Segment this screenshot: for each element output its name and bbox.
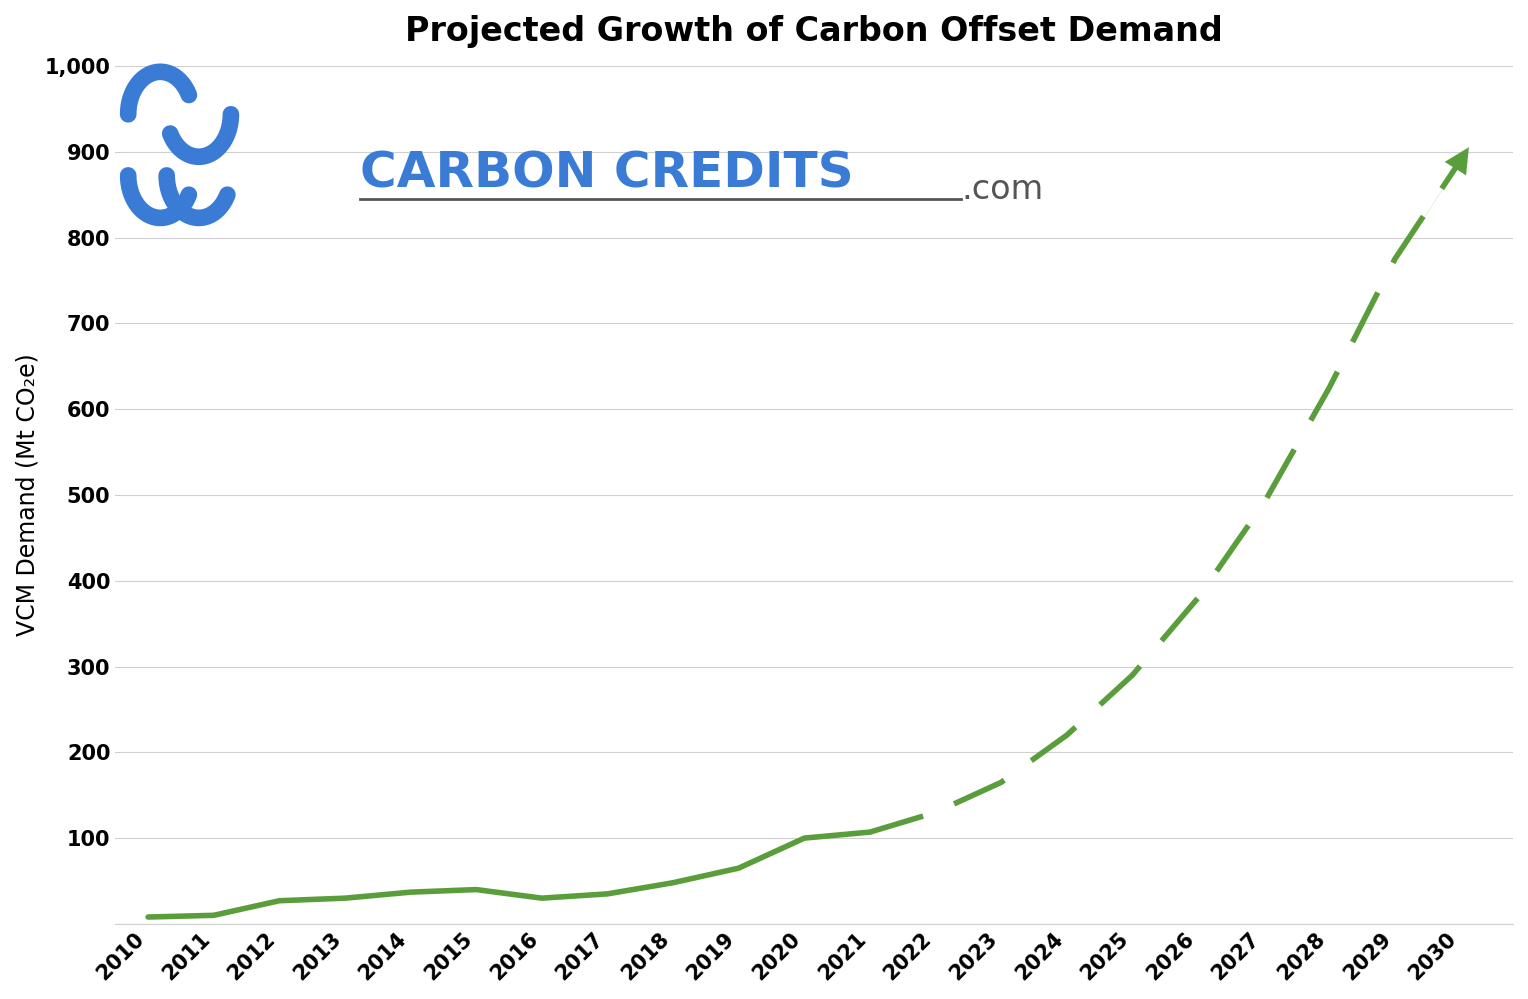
Text: CARBON CREDITS: CARBON CREDITS — [361, 149, 854, 197]
Title: Projected Growth of Carbon Offset Demand: Projected Growth of Carbon Offset Demand — [405, 15, 1222, 48]
Y-axis label: VCM Demand (Mt CO₂e): VCM Demand (Mt CO₂e) — [15, 354, 40, 636]
Text: .com: .com — [961, 173, 1044, 206]
